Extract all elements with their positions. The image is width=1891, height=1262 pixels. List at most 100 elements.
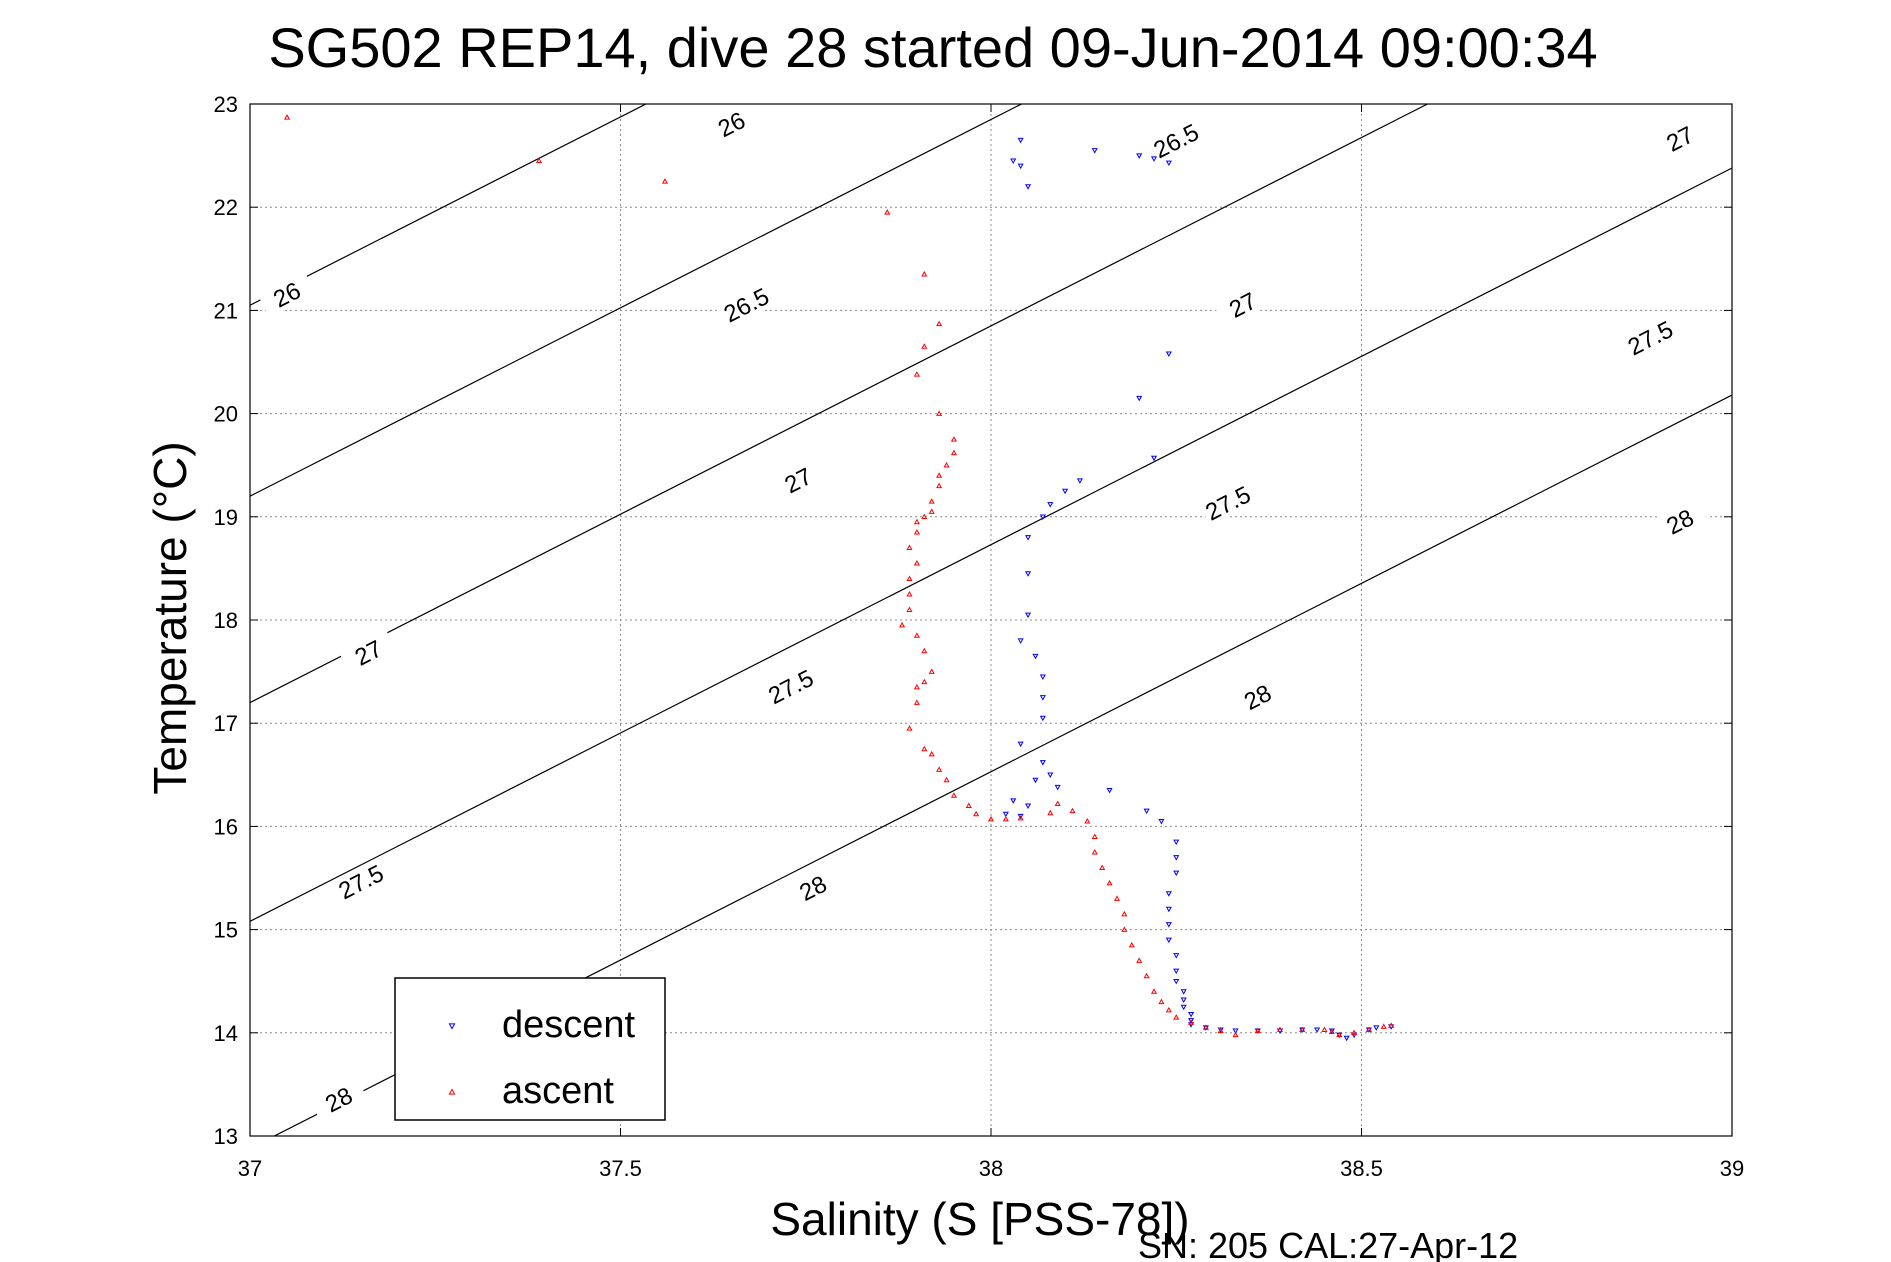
y-tick-label: 23 [214,92,238,117]
ascent-point [928,498,935,504]
contour-label-bg [1620,314,1680,361]
ascent-point [1388,1022,1395,1028]
descent-point [1039,695,1046,701]
ascent-point [1365,1026,1372,1032]
ascent-point [906,590,913,597]
y-tick-label: 18 [214,608,238,633]
descent-point [1173,839,1180,846]
descent-point [1017,163,1024,170]
isopycnal-26.5 [250,104,1023,497]
ascent-point [1351,1029,1358,1036]
legend-box [394,977,666,1121]
legend-ascent-triangle [448,1088,456,1095]
grid [250,104,1732,1136]
contour-label-bg [702,100,761,148]
descent-point [1010,158,1017,164]
ascent-point [913,560,920,566]
ascent-point [1017,814,1024,821]
descent-point [1017,741,1024,748]
legend-descent-triangle [448,1023,456,1030]
ascent-point [921,513,928,520]
descent-point [1180,989,1187,995]
ascent-point [943,461,950,468]
ascent-point [1136,957,1143,963]
ascent-point [1128,941,1135,948]
isopycnal-27.5 [250,167,1732,922]
descent-point [1150,455,1158,462]
ascent-point [943,776,950,783]
descent-point [1343,1035,1350,1042]
ascent-point [921,745,928,752]
descent-point [1165,922,1172,928]
ascent-point [973,810,980,817]
descent-point [1165,906,1172,913]
descent-point [1017,813,1024,820]
contour-label-bg [1650,114,1709,162]
descent-point [1173,870,1180,877]
descent-point [1158,818,1165,825]
y-tick-label: 22 [214,195,238,220]
descent-point [1032,777,1039,784]
x-axis-ticks: 37 37.5 38 38.5 39 [238,104,1744,1181]
ascent-point [936,482,943,489]
contour-label-bg [1228,673,1287,720]
descent-point [1165,937,1172,944]
contour-label-bg [1650,497,1709,545]
x-axis-label: Salinity (S [PSS-78]) [770,1193,1189,1245]
ascent-point [1321,1026,1328,1032]
ascent-point [928,750,935,757]
ascent-point [1099,864,1106,870]
ascent-point [987,815,995,822]
ascent-point [921,343,928,349]
ascent-point [1121,910,1128,917]
descent-point [1173,978,1180,985]
ascent-point [913,683,920,690]
x-tick-label: 37.5 [599,1156,642,1181]
contour-label-bg [1198,479,1257,526]
ascent-point [906,725,913,731]
descent-point [1025,571,1032,577]
descent-point [1025,535,1032,541]
descent-point [1180,997,1187,1004]
contour-label-bg [768,456,827,504]
descent-point [1351,1032,1358,1039]
ascent-point [936,410,943,416]
descent-point [1232,1028,1239,1034]
ascent-point [1165,1006,1172,1013]
ascent-point [1254,1027,1261,1033]
isopycnal-26 [250,104,648,306]
legend: descent ascent [394,977,666,1121]
ascent-point [913,371,920,377]
contour-label-bg [257,270,316,318]
descent-point [1047,772,1054,779]
y-tick-label: 20 [214,402,238,427]
descent-point [1017,638,1024,644]
contour-label-bg [761,662,820,710]
ascent-point [913,699,920,705]
descent-point [1039,514,1046,521]
descent-point [1017,137,1024,144]
isopycnal-27 [250,104,1429,704]
descent-point [1136,395,1143,402]
ascent-point [1188,1019,1195,1025]
descent-point [1165,351,1172,357]
contour-label-bg [1146,116,1205,164]
contour-label-bg [339,628,398,676]
descent-point [1165,160,1172,167]
ascent-point [1217,1027,1224,1033]
ascent-point [913,529,920,535]
contour-label-bg [716,280,776,328]
y-tick-label: 19 [214,505,238,530]
contour-label-bg [783,864,842,911]
ascent-point [1106,879,1113,886]
contour-label-bg [309,1075,368,1123]
descent-point [1136,153,1143,159]
ascent-point [906,606,913,612]
descent-point [1106,788,1113,794]
ascent-point [1002,815,1009,822]
ascent-point [950,792,957,798]
ascent-point [1091,848,1098,855]
x-tick-label: 37 [238,1156,262,1181]
descent-point [1188,1018,1195,1024]
